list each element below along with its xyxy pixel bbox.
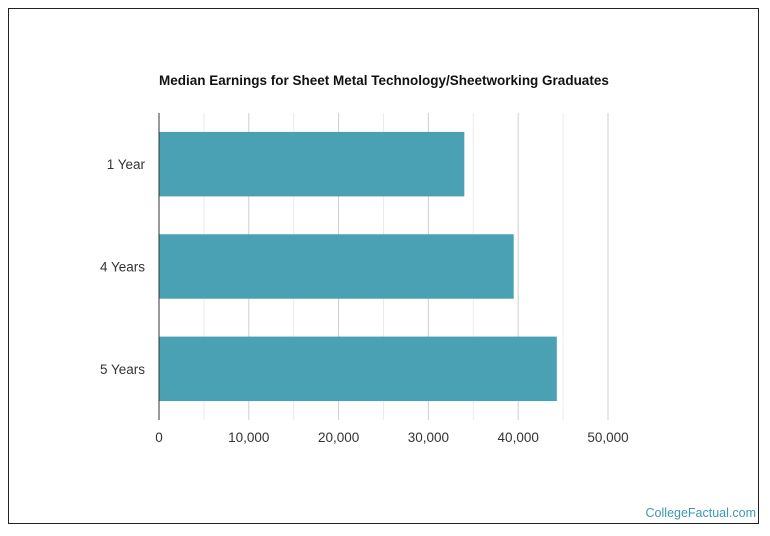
bar[interactable] xyxy=(159,234,514,299)
x-tick-label: 20,000 xyxy=(318,430,359,445)
category-label: 5 Years xyxy=(100,362,145,377)
chart-frame xyxy=(8,8,759,524)
x-tick-label: 50,000 xyxy=(587,430,628,445)
x-tick-label: 0 xyxy=(155,430,163,445)
bar[interactable] xyxy=(159,336,557,402)
x-tick-label: 40,000 xyxy=(498,430,539,445)
bar[interactable] xyxy=(159,131,465,197)
chart-title: Median Earnings for Sheet Metal Technolo… xyxy=(159,73,609,88)
bars xyxy=(159,131,557,402)
source-watermark[interactable]: CollegeFactual.com xyxy=(645,506,756,520)
tick-labels: 1 Year 4 Years 5 Years 0 10,000 20,000 30,000 4… xyxy=(100,157,629,445)
category-label: 1 Year xyxy=(107,157,146,172)
x-tick-label: 10,000 xyxy=(228,430,269,445)
category-label: 4 Years xyxy=(100,260,145,275)
x-tick-label: 30,000 xyxy=(408,430,449,445)
